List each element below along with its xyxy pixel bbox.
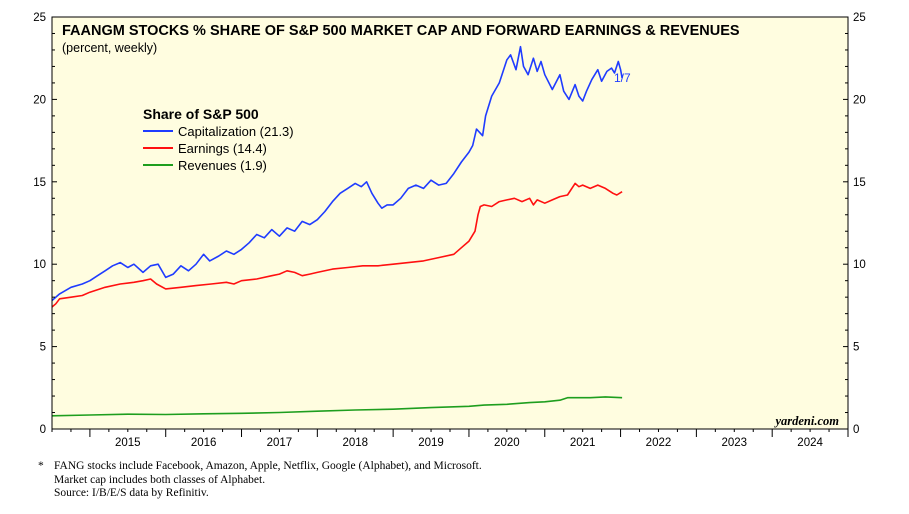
series-line-capitalization <box>51 45 623 302</box>
x-tick-label: 2020 <box>494 437 520 449</box>
y-tick-label-right: 25 <box>853 12 866 24</box>
y-tick-label-left: 20 <box>33 94 46 106</box>
y-tick-label-right: 15 <box>853 177 866 189</box>
y-tick-label-left: 5 <box>40 342 46 354</box>
legend-title: Share of S&P 500 <box>143 106 259 122</box>
series-line-earnings <box>51 182 623 308</box>
x-tick-label: 2022 <box>646 437 672 449</box>
footnote-marker: * <box>38 460 44 472</box>
y-tick-label-left: 25 <box>33 12 46 24</box>
legend-label-earnings: Earnings (14.4) <box>178 141 267 156</box>
y-tick-label-left: 10 <box>33 259 46 271</box>
y-tick-label-left: 15 <box>33 177 46 189</box>
series-lines <box>51 45 623 417</box>
y-tick-label-right: 10 <box>853 259 866 271</box>
x-tick-label: 2016 <box>191 437 217 449</box>
x-tick-label: 2019 <box>418 437 444 449</box>
footnote-line: FANG stocks include Facebook, Amazon, Ap… <box>54 460 482 472</box>
x-tick-label: 2015 <box>115 437 141 449</box>
plot-background <box>52 17 848 429</box>
watermark: yardeni.com <box>773 414 839 428</box>
y-tick-label-right: 0 <box>853 424 859 436</box>
legend-label-capitalization: Capitalization (21.3) <box>178 124 294 139</box>
x-tick-label: 2018 <box>342 437 368 449</box>
y-tick-label-right: 5 <box>853 342 859 354</box>
legend-label-revenues: Revenues (1.9) <box>178 158 267 173</box>
footnote: * FANG stocks include Facebook, Amazon, … <box>38 460 482 501</box>
legend: Share of S&P 500 Capitalization (21.3) E… <box>143 106 294 173</box>
end-date-label: 1/7 <box>614 71 631 85</box>
footnote-line: Source: I/B/E/S data by Refinitiv. <box>54 487 209 499</box>
x-tick-label: 2021 <box>570 437 596 449</box>
chart-subtitle: (percent, weekly) <box>62 41 157 55</box>
y-tick-label-left: 0 <box>40 424 46 436</box>
y-tick-label-right: 20 <box>853 94 866 106</box>
x-tick-label: 2023 <box>721 437 747 449</box>
series-line-revenues <box>51 396 623 417</box>
x-tick-label: 2017 <box>267 437 293 449</box>
chart-title: FAANGM STOCKS % SHARE OF S&P 500 MARKET … <box>62 23 740 39</box>
x-tick-label: 2024 <box>797 437 823 449</box>
footnote-line: Market cap includes both classes of Alph… <box>54 473 266 486</box>
